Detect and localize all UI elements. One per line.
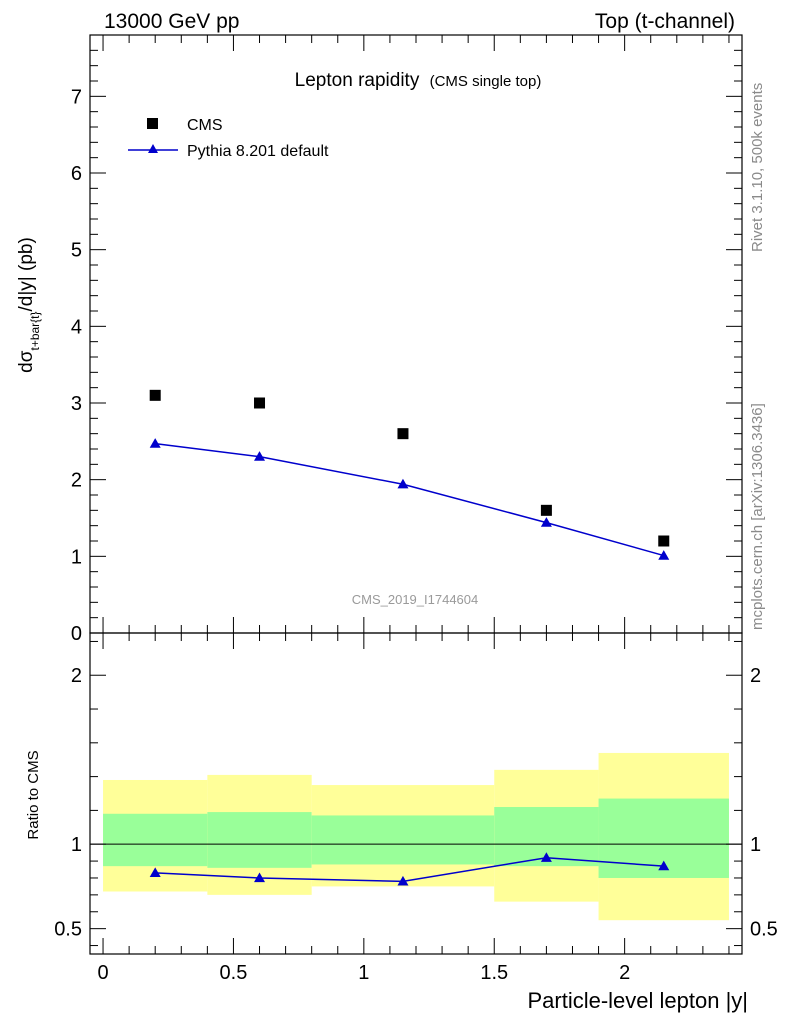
pythia-main-point [397,478,409,489]
pythia-main-point [149,438,161,448]
pythia-main-point [540,517,552,527]
legend-cms-label: CMS [187,117,223,134]
legend-cms-marker [147,118,158,129]
main-ytick-label: 1 [71,546,82,568]
axis-tick-labels: 0 1 2 3 4 5 6 7 0.5 0.5 1 1 2 2 0 0.5 1 1.5 2 [54,86,778,984]
chart-marks [149,389,670,886]
y-axis-label: dσt+bar{t}/d|y| (pb) [16,237,42,373]
y-axis-label-main: dσ [16,350,37,373]
ratio-ytick-label-right: 2 [750,665,761,687]
legend-pythia-marker [148,144,158,153]
y-axis-label-rest: /d|y| (pb) [16,237,37,311]
xtick-label: 0 [97,962,108,984]
ratio-ytick-label-right: 0.5 [750,919,778,941]
plot-title-sub: (CMS single top) [430,73,542,90]
cms-data-point [149,389,161,401]
xtick-label: 1.5 [480,962,508,984]
ratio-band-inner-1 [207,812,312,868]
pythia-ratio-point [658,860,670,871]
main-ytick-label: 7 [71,86,82,108]
pythia-ratio-point [254,872,266,883]
main-ytick-label: 2 [71,470,82,492]
xtick-label: 1 [358,962,369,984]
pythia-ratio-point [149,867,161,878]
main-ytick-label: 5 [71,240,82,262]
legend-pythia-label: Pythia 8.201 default [187,143,329,160]
main-ytick-label: 6 [71,163,82,185]
cms-data-point [658,535,670,547]
y-axis-label-subscript: t+bar{t} [28,311,42,350]
main-ytick-label: 0 [71,623,82,645]
cms-data-point [540,504,552,516]
axis-ticks [90,34,742,954]
ratio-band-inner-2 [311,815,495,865]
ratio-bands [103,752,729,921]
plot-title-main: Lepton rapidity [295,70,420,91]
header-left: 13000 GeV pp [104,10,239,33]
cms-data-point [254,397,266,409]
pythia-main-line [155,442,664,557]
analysis-watermark: CMS_2019_I1744604 [352,592,479,607]
plot-title: Lepton rapidity (CMS single top) [295,70,542,91]
xtick-label: 2 [619,962,630,984]
ratio-band-inner-0 [103,813,208,867]
ratio-ytick-label: 0.5 [54,919,82,941]
mcplots-label: mcplots.cern.ch [arXiv:1306.3436] [749,403,766,630]
ratio-ytick-label: 1 [71,834,82,856]
main-ytick-label: 4 [71,316,82,338]
xtick-label: 0.5 [220,962,248,984]
cms-data-point [397,428,409,440]
pythia-ratio-point [540,852,552,862]
pythia-ratio-point [397,875,409,886]
main-ytick-label: 3 [71,393,82,415]
ratio-ytick-label-right: 1 [750,834,761,856]
x-axis-label: Particle-level lepton |y| [527,988,748,1013]
ratio-ytick-label: 2 [71,665,82,687]
ratio-y-axis-label: Ratio to CMS [25,750,42,839]
legend: CMS Pythia 8.201 default [128,117,329,160]
pythia-main-point [254,451,266,461]
header-right: Top (t-channel) [595,10,735,33]
pythia-main-point [658,550,670,560]
rivet-label: Rivet 3.1.10, 500k events [749,83,766,252]
